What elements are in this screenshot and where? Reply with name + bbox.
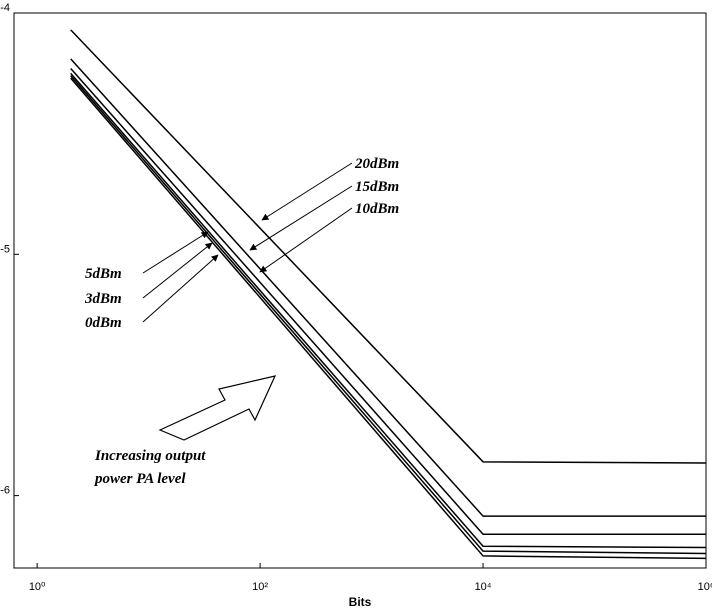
series-line	[70, 58, 706, 517]
series-line	[70, 77, 707, 560]
y-tick-label: -5	[0, 243, 10, 255]
label-arrow	[142, 231, 209, 274]
label-arrow	[259, 207, 353, 273]
series-label: 3dBm	[84, 291, 122, 307]
x-tick-label: 10⁴	[475, 581, 492, 593]
series-label: 20dBm	[354, 156, 399, 172]
label-arrow	[261, 162, 353, 221]
series-label: 5dBm	[85, 266, 122, 282]
label-arrow	[142, 242, 213, 299]
series-label: 15dBm	[355, 179, 399, 195]
x-tick-label: 10⁶	[698, 581, 712, 593]
label-arrow	[249, 185, 353, 251]
series-line	[70, 68, 706, 535]
series-label: 0dBm	[85, 315, 122, 331]
x-axis-label: Bits	[349, 595, 372, 609]
annotation: power PA level	[93, 471, 186, 487]
x-tick-label: 10²	[252, 581, 268, 593]
series-label: 10dBm	[355, 201, 399, 217]
plot-frame	[13, 12, 707, 569]
y-tick-label: -4	[0, 2, 10, 14]
series-line	[70, 72, 707, 549]
series-line	[70, 75, 707, 555]
annotation: Increasing output	[94, 448, 206, 464]
x-tick-label: 10⁰	[29, 581, 46, 593]
big-arrow	[158, 375, 277, 441]
y-tick-label: -6	[0, 485, 10, 497]
label-arrow	[142, 254, 219, 323]
series-line	[70, 29, 707, 464]
